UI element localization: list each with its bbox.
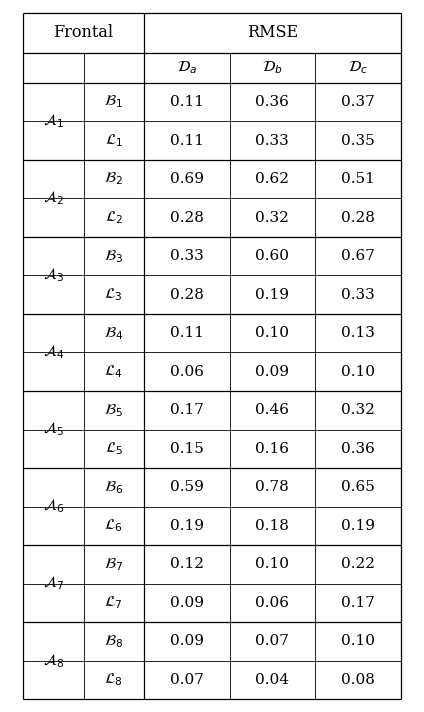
Text: 0.15: 0.15 (170, 441, 204, 456)
Text: 0.06: 0.06 (170, 365, 204, 379)
Text: 0.10: 0.10 (255, 557, 289, 571)
Text: 0.07: 0.07 (170, 673, 204, 687)
Text: 0.19: 0.19 (255, 288, 289, 302)
Text: $\mathcal{A}_3$: $\mathcal{A}_3$ (43, 266, 64, 284)
Text: $\mathcal{L}_6$: $\mathcal{L}_6$ (104, 518, 123, 534)
Text: $\mathcal{B}_8$: $\mathcal{B}_8$ (104, 633, 123, 650)
Text: Frontal: Frontal (53, 24, 114, 41)
Text: $\mathcal{B}_5$: $\mathcal{B}_5$ (104, 402, 123, 419)
Text: $\mathcal{B}_6$: $\mathcal{B}_6$ (104, 479, 123, 496)
Text: $\mathcal{A}_7$: $\mathcal{A}_7$ (43, 575, 64, 592)
Text: 0.13: 0.13 (341, 326, 375, 340)
Text: 0.11: 0.11 (170, 95, 204, 109)
Text: 0.12: 0.12 (170, 557, 204, 571)
Text: $\mathcal{L}_2$: $\mathcal{L}_2$ (105, 209, 123, 226)
Text: 0.67: 0.67 (341, 249, 375, 263)
Text: 0.08: 0.08 (341, 673, 375, 687)
Text: 0.51: 0.51 (341, 172, 375, 186)
Text: 0.16: 0.16 (255, 441, 289, 456)
Text: 0.32: 0.32 (255, 211, 289, 225)
Text: 0.18: 0.18 (255, 519, 289, 533)
Text: 0.17: 0.17 (170, 403, 204, 417)
Text: 0.09: 0.09 (170, 596, 204, 610)
Text: $\mathcal{D}_c$: $\mathcal{D}_c$ (348, 59, 368, 76)
Text: 0.59: 0.59 (170, 481, 204, 494)
Text: 0.36: 0.36 (255, 95, 289, 109)
Text: $\mathcal{B}_4$: $\mathcal{B}_4$ (104, 325, 123, 342)
Text: 0.69: 0.69 (170, 172, 204, 186)
Text: $\mathcal{L}_3$: $\mathcal{L}_3$ (104, 286, 123, 303)
Text: 0.19: 0.19 (341, 519, 375, 533)
Text: $\mathcal{L}_7$: $\mathcal{L}_7$ (104, 595, 123, 611)
Text: 0.78: 0.78 (255, 481, 289, 494)
Text: 0.11: 0.11 (170, 134, 204, 147)
Text: 0.17: 0.17 (341, 596, 375, 610)
Text: $\mathcal{D}_b$: $\mathcal{D}_b$ (262, 59, 283, 76)
Text: 0.10: 0.10 (341, 365, 375, 379)
Text: $\mathcal{A}_1$: $\mathcal{A}_1$ (43, 112, 64, 130)
Text: 0.36: 0.36 (341, 441, 375, 456)
Text: $\mathcal{L}_5$: $\mathcal{L}_5$ (105, 441, 123, 457)
Text: 0.46: 0.46 (255, 403, 289, 417)
Text: 0.11: 0.11 (170, 326, 204, 340)
Text: 0.04: 0.04 (255, 673, 289, 687)
Text: 0.22: 0.22 (341, 557, 375, 571)
Text: 0.32: 0.32 (341, 403, 375, 417)
Text: $\mathcal{A}_6$: $\mathcal{A}_6$ (43, 498, 64, 515)
Text: $\mathcal{A}_5$: $\mathcal{A}_5$ (43, 421, 64, 439)
Text: $\mathcal{L}_8$: $\mathcal{L}_8$ (104, 671, 123, 689)
Text: $\mathcal{L}_1$: $\mathcal{L}_1$ (105, 132, 123, 149)
Text: RMSE: RMSE (247, 24, 298, 41)
Text: 0.37: 0.37 (341, 95, 375, 109)
Text: 0.09: 0.09 (170, 634, 204, 649)
Text: 0.35: 0.35 (341, 134, 375, 147)
Text: $\mathcal{L}_4$: $\mathcal{L}_4$ (104, 363, 123, 380)
Text: 0.28: 0.28 (341, 211, 375, 225)
Text: $\mathcal{B}_1$: $\mathcal{B}_1$ (104, 94, 123, 110)
Text: 0.33: 0.33 (170, 249, 204, 263)
Text: 0.10: 0.10 (341, 634, 375, 649)
Text: 0.60: 0.60 (255, 249, 289, 263)
Text: $\mathcal{B}_3$: $\mathcal{B}_3$ (104, 248, 123, 265)
Text: $\mathcal{A}_2$: $\mathcal{A}_2$ (43, 189, 64, 207)
Text: 0.10: 0.10 (255, 326, 289, 340)
Text: 0.33: 0.33 (341, 288, 375, 302)
Text: $\mathcal{A}_4$: $\mathcal{A}_4$ (43, 344, 64, 361)
Text: $\mathcal{D}_a$: $\mathcal{D}_a$ (177, 59, 197, 76)
Text: 0.07: 0.07 (255, 634, 289, 649)
Text: 0.62: 0.62 (255, 172, 289, 186)
Text: 0.28: 0.28 (170, 288, 204, 302)
Text: 0.19: 0.19 (170, 519, 204, 533)
Text: $\mathcal{B}_2$: $\mathcal{B}_2$ (104, 171, 123, 187)
Text: 0.33: 0.33 (255, 134, 289, 147)
Text: $\mathcal{B}_7$: $\mathcal{B}_7$ (104, 556, 123, 572)
Text: 0.28: 0.28 (170, 211, 204, 225)
Text: 0.65: 0.65 (341, 481, 375, 494)
Text: 0.09: 0.09 (255, 365, 289, 379)
Text: $\mathcal{A}_8$: $\mathcal{A}_8$ (43, 651, 64, 669)
Text: 0.06: 0.06 (255, 596, 289, 610)
